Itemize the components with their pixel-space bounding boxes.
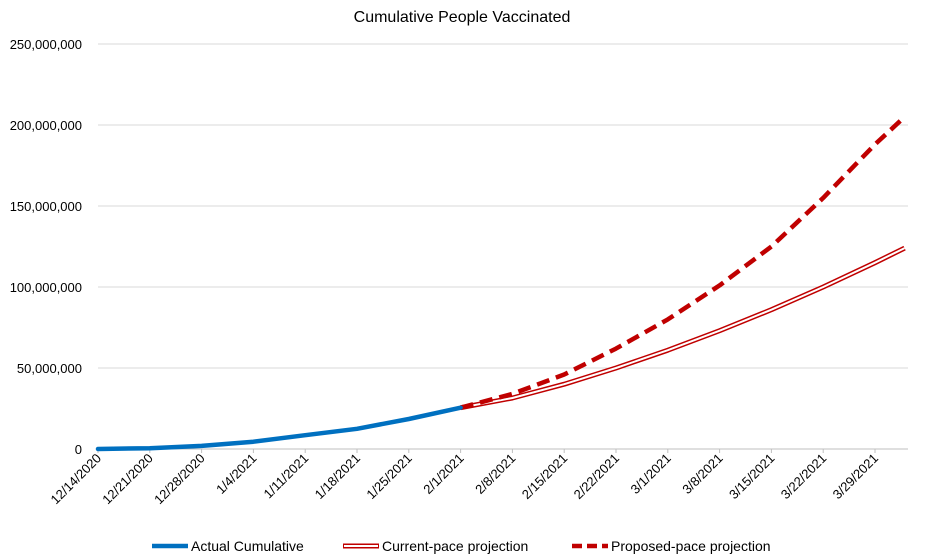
x-tick-label: 2/22/2021 bbox=[571, 451, 623, 503]
x-tick-label: 3/1/2021 bbox=[628, 451, 674, 497]
y-tick-label: 0 bbox=[75, 442, 82, 457]
legend-item: Actual Cumulative bbox=[152, 538, 304, 554]
x-tick-label: 12/21/2020 bbox=[99, 451, 156, 508]
y-tick-label: 150,000,000 bbox=[10, 199, 82, 214]
x-tick-label: 2/1/2021 bbox=[420, 451, 466, 497]
legend-label: Actual Cumulative bbox=[191, 538, 304, 554]
x-tick-label: 2/8/2021 bbox=[472, 451, 518, 497]
legend-label: Proposed-pace projection bbox=[611, 538, 771, 554]
x-tick-label: 1/18/2021 bbox=[312, 451, 364, 503]
series-proposed-pace-projection bbox=[460, 115, 907, 410]
series-current-pace-projection-outer bbox=[460, 245, 906, 411]
legend-item: Current-pace projection bbox=[343, 538, 528, 554]
x-tick-label: 3/22/2021 bbox=[778, 451, 830, 503]
x-tick-label: 3/15/2021 bbox=[726, 451, 778, 503]
y-tick-label: 50,000,000 bbox=[17, 361, 82, 376]
x-tick-label: 1/25/2021 bbox=[363, 451, 415, 503]
legend-item: Proposed-pace projection bbox=[572, 538, 771, 554]
chart-title: Cumulative People Vaccinated bbox=[354, 9, 571, 26]
x-tick-label: 3/29/2021 bbox=[830, 451, 882, 503]
x-tick-label: 12/14/2020 bbox=[47, 451, 104, 508]
series-lines bbox=[95, 115, 907, 452]
x-tick-label: 1/4/2021 bbox=[213, 451, 259, 497]
x-tick-label: 12/28/2020 bbox=[151, 451, 208, 508]
x-tick-label: 2/15/2021 bbox=[519, 451, 571, 503]
series-current-pace-projection-inner bbox=[460, 247, 906, 409]
x-tick-label: 1/11/2021 bbox=[260, 451, 311, 502]
legend-label: Current-pace projection bbox=[382, 538, 528, 554]
y-axis-tick-labels: 0 50,000,000 100,000,000 150,000,000 200,000… bbox=[10, 37, 82, 457]
y-tick-label: 100,000,000 bbox=[10, 280, 82, 295]
x-tick-label: 3/8/2021 bbox=[679, 451, 725, 497]
y-tick-label: 200,000,000 bbox=[10, 118, 82, 133]
legend: Actual Cumulative Current-pace projection… bbox=[152, 538, 771, 554]
series-actual-cumulative bbox=[95, 405, 463, 452]
gridlines bbox=[98, 43, 908, 450]
y-tick-label: 250,000,000 bbox=[10, 37, 82, 52]
